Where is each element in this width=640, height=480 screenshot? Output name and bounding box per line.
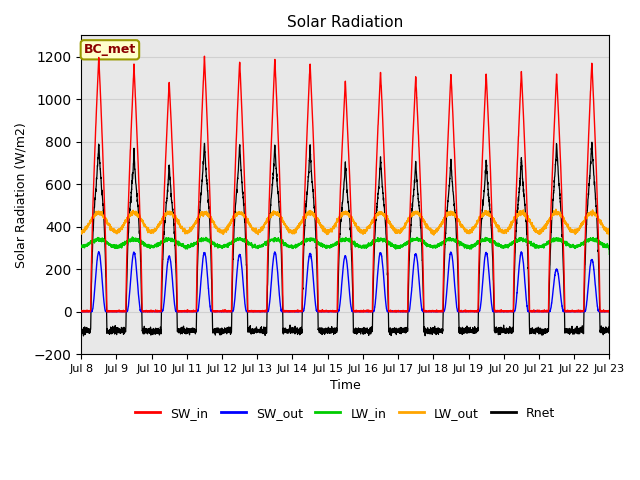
X-axis label: Time: Time <box>330 379 361 392</box>
Title: Solar Radiation: Solar Radiation <box>287 15 403 30</box>
Legend: SW_in, SW_out, LW_in, LW_out, Rnet: SW_in, SW_out, LW_in, LW_out, Rnet <box>131 402 560 425</box>
Y-axis label: Solar Radiation (W/m2): Solar Radiation (W/m2) <box>15 122 28 267</box>
Text: BC_met: BC_met <box>84 43 136 56</box>
